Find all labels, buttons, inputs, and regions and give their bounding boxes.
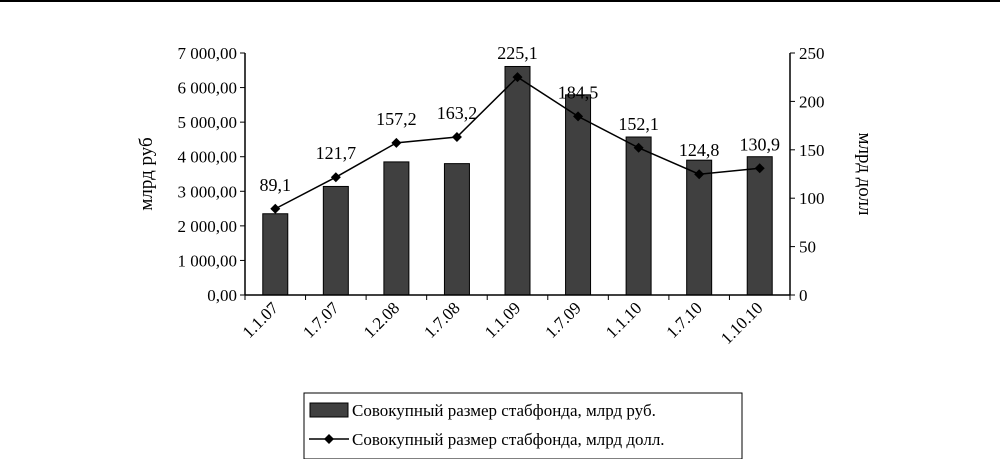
y-tick-label-right: 50 [799,238,816,257]
legend: Совокупный размер стабфонда, млрд руб. С… [303,392,743,460]
y-axis-title-left: млрд руб [136,137,157,210]
bar-1.1.07 [262,213,289,296]
line-marker-1.2.08 [391,137,402,148]
bar-series [262,65,773,296]
y-tick-label-right: 250 [799,44,825,63]
x-tick-label: 1.10.10 [717,298,766,347]
y-tick-label-left: 0,00 [207,286,237,305]
x-tick-label: 1.1.10 [602,298,645,341]
legend-label-bar: Совокупный размер стабфонда, млрд руб. [352,401,656,420]
bar-1.7.10 [686,159,713,296]
data-label-1.7.08: 163,2 [437,103,478,123]
bar-1.7.09 [565,94,592,296]
data-label-1.2.08: 157,2 [376,109,417,129]
legend-diamond-marker [324,434,334,444]
bar-1.2.08 [383,161,410,296]
y-tick-label-left: 7 000,00 [178,44,238,63]
x-tick-label: 1.7.07 [299,298,343,342]
data-label-1.7.07: 121,7 [316,143,357,163]
x-tick-label: 1.2.08 [360,298,403,341]
x-tick-label: 1.7.09 [541,298,584,341]
bar-1.7.07 [322,185,349,296]
legend-bar-swatch [309,402,349,418]
data-label-1.1.09: 225,1 [497,43,538,63]
axes: 0,00 1 000,00 2 000,00 3 000,00 4 000,00 5 00… [178,44,825,348]
line-marker-1.10.10 [754,163,765,174]
y-tick-label-left: 5 000,00 [178,113,238,132]
y-tick-label-right: 0 [799,286,808,305]
x-tick-label: 1.1.09 [481,298,524,341]
line-marker-1.7.10 [694,169,705,180]
y-tick-label-right: 150 [799,141,825,160]
y-tick-label-left: 1 000,00 [178,251,238,270]
y-tick-label-left: 6 000,00 [178,79,238,98]
y-tick-label-left: 4 000,00 [178,148,238,167]
line-marker-1.1.10 [633,142,644,153]
x-tick-label: 1.7.10 [663,298,706,341]
y-axis-title-right: млрд долл [854,132,875,216]
line-marker-1.7.07 [330,172,341,183]
legend-label-line: Совокупный размер стабфонда, млрд долл. [352,430,665,449]
x-tick-label: 1.7.08 [420,298,463,341]
data-label-1.10.10: 130,9 [739,134,780,154]
y-tick-label-left: 2 000,00 [178,217,238,236]
line-series [270,72,765,214]
y-tick-label-left: 3 000,00 [178,182,238,201]
bar-1.10.10 [746,156,773,296]
y-tick-label-right: 200 [799,92,825,111]
data-labels: 89,1 121,7 157,2 163,2 225,1 184,5 152,1 124,8 1… [260,43,780,195]
legend-box [303,392,743,460]
data-label-1.7.10: 124,8 [679,140,720,160]
y-tick-label-right: 100 [799,189,825,208]
bar-1.1.10 [625,136,652,296]
line-marker-1.7.09 [573,111,584,122]
line-marker-1.1.09 [512,72,523,83]
bar-1.7.08 [443,163,470,296]
line-marker-1.1.07 [270,203,281,214]
x-tick-label: 1.1.07 [239,298,283,342]
line-marker-1.7.08 [451,132,462,143]
data-label-1.1.10: 152,1 [618,114,659,134]
bar-1.1.09 [504,65,531,296]
data-label-1.1.07: 89,1 [260,175,292,195]
data-label-1.7.09: 184,5 [558,82,599,102]
